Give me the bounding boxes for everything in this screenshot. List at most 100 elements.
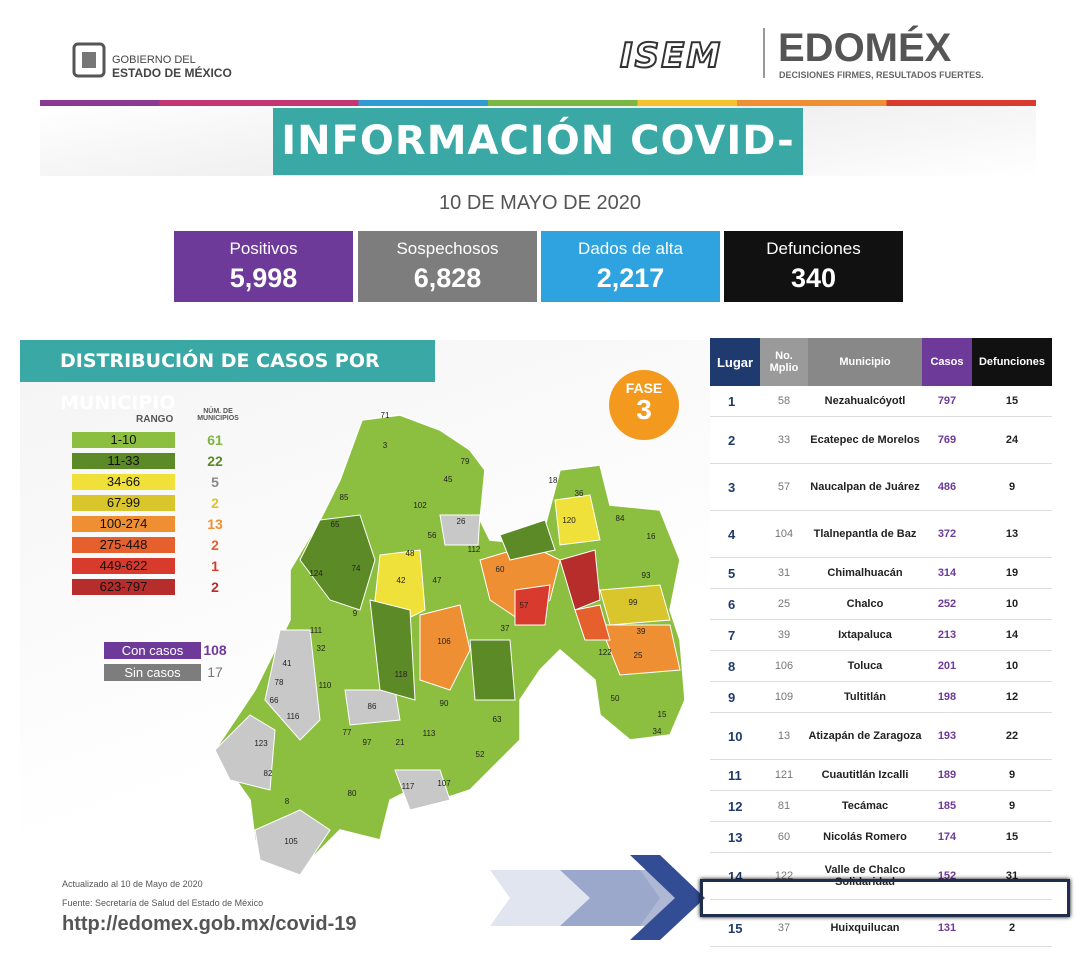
municipality-number: 26 bbox=[457, 517, 466, 526]
stat-value: 5,998 bbox=[229, 263, 298, 293]
range-header: RANGO bbox=[136, 414, 174, 425]
range-label: 67-99 bbox=[72, 495, 175, 511]
table-row: 7 39 Ixtapaluca 213 14 bbox=[710, 620, 1052, 651]
municipality-number: 39 bbox=[637, 627, 646, 636]
table-cell: 39 bbox=[777, 629, 791, 641]
table-cell: 104 bbox=[774, 528, 794, 540]
municipality-number: 74 bbox=[352, 564, 361, 573]
stat-label: Dados de alta bbox=[578, 239, 683, 258]
table-cell: 14 bbox=[1005, 629, 1019, 641]
stat-box: Positivos 5,998 bbox=[174, 231, 353, 302]
range-label: 11-33 bbox=[72, 453, 175, 469]
table-cell: 13 bbox=[728, 829, 743, 845]
municipality-number: 84 bbox=[616, 514, 625, 523]
municipality-number: 86 bbox=[368, 702, 377, 711]
phase-badge: FASE 3 bbox=[609, 370, 679, 440]
municipality-number: 117 bbox=[402, 782, 415, 791]
color-bar bbox=[40, 100, 1036, 106]
map-region bbox=[344, 689, 401, 726]
municipality-number: 60 bbox=[496, 565, 505, 574]
table-cell: 4 bbox=[728, 526, 736, 542]
municipality-number: 85 bbox=[340, 493, 349, 502]
table-cell: Tecámac bbox=[841, 800, 889, 812]
table-cell: 109 bbox=[774, 691, 794, 703]
highlight-box bbox=[700, 879, 1070, 917]
table-cell: Nicolás Romero bbox=[823, 831, 907, 843]
isem-logo: ISEM bbox=[619, 35, 723, 77]
table-cell: 31 bbox=[777, 567, 791, 579]
table-row: 10 13 Atizapán de Zaragoza 193 22 bbox=[710, 713, 1052, 760]
table-cell: 10 bbox=[728, 728, 743, 744]
table-cell: 81 bbox=[777, 800, 791, 812]
map-region bbox=[264, 629, 321, 741]
municipality-number: 15 bbox=[658, 710, 667, 719]
table-cell: 13 bbox=[1005, 528, 1019, 540]
table-cell: Atizapán de Zaragoza bbox=[808, 730, 922, 742]
table-cell: 213 bbox=[937, 629, 957, 641]
title: INFORMACIÓN COVID-19 bbox=[273, 108, 803, 231]
range-label: 623-797 bbox=[72, 579, 175, 595]
municipality-number: 118 bbox=[395, 670, 408, 679]
map-title: DISTRIBUCIÓN DE CASOS POR MUNICIPIO bbox=[20, 340, 435, 414]
table-cell: 10 bbox=[1005, 598, 1019, 610]
cases-table: Lugar No. Mplio Municipio Casos Defunciones 1… bbox=[710, 338, 1052, 947]
range-label: 275-448 bbox=[72, 537, 175, 553]
url[interactable]: http://edomex.gob.mx/covid-19 bbox=[62, 913, 357, 935]
municipality-number: 8 bbox=[285, 797, 290, 806]
state: ESTADO DE MÉXICO bbox=[112, 66, 232, 80]
municipality-number: 97 bbox=[363, 738, 372, 747]
table-cell: Naucalpan de Juárez bbox=[810, 481, 920, 493]
table-cell: 9 bbox=[1008, 481, 1016, 493]
table-cell: 3 bbox=[728, 479, 736, 495]
table-row: 9 109 Tultitlán 198 12 bbox=[710, 682, 1052, 713]
municipality-number: 106 bbox=[437, 637, 451, 646]
stat-label: Positivos bbox=[229, 239, 298, 258]
column-header: Municipio bbox=[808, 338, 922, 386]
table-row: 12 81 Tecámac 185 9 bbox=[710, 791, 1052, 822]
table-cell: 314 bbox=[937, 567, 957, 579]
municipality-number: 124 bbox=[309, 569, 323, 578]
municipality-number: 37 bbox=[501, 624, 510, 633]
table-cell: 57 bbox=[777, 481, 791, 493]
table-cell: Tultitlán bbox=[844, 691, 886, 703]
table-cell: Ecatepec de Morelos bbox=[810, 434, 920, 446]
stat-box: Dados de alta 2,217 bbox=[541, 231, 720, 302]
with-cases-count: 108 bbox=[203, 642, 227, 658]
municipality-number: 32 bbox=[317, 644, 326, 653]
municipality-number: 48 bbox=[406, 549, 415, 558]
municipality-number: 122 bbox=[598, 648, 612, 657]
table-cell: Toluca bbox=[847, 660, 883, 672]
municipality-number: 47 bbox=[433, 576, 442, 585]
table-cell: 24 bbox=[1005, 434, 1019, 446]
municipality-number: 36 bbox=[575, 489, 584, 498]
municipality-number: 111 bbox=[310, 626, 323, 635]
table-cell: 10 bbox=[1005, 660, 1019, 672]
municipality-number: 25 bbox=[634, 651, 643, 660]
municipality-number: 71 bbox=[381, 411, 390, 420]
map-region bbox=[469, 639, 516, 701]
range-count: 2 bbox=[211, 579, 219, 595]
table-cell: Cuautitlán Izcalli bbox=[821, 769, 909, 781]
table-cell: 372 bbox=[937, 528, 957, 540]
table-cell: 12 bbox=[728, 798, 743, 814]
column-header: Defunciones bbox=[972, 338, 1052, 386]
table-cell: 25 bbox=[777, 598, 791, 610]
municipality-number: 77 bbox=[343, 728, 352, 737]
municipality-number: 120 bbox=[562, 516, 576, 525]
table-row: 13 60 Nicolás Romero 174 15 bbox=[710, 822, 1052, 853]
range-count: 2 bbox=[211, 537, 219, 553]
map-region bbox=[514, 584, 551, 626]
government: GOBIERNO DEL bbox=[112, 54, 196, 66]
table-row: 1 58 Nezahualcóyotl 797 15 bbox=[710, 386, 1052, 417]
municipality-number: 45 bbox=[444, 475, 453, 484]
municipality-number: 56 bbox=[428, 531, 437, 540]
table-cell: 58 bbox=[777, 395, 791, 407]
range-count: 22 bbox=[207, 453, 223, 469]
table-cell: 60 bbox=[777, 831, 791, 843]
table-cell: 2 bbox=[1008, 922, 1016, 934]
map-region bbox=[394, 769, 451, 811]
table-cell: 9 bbox=[1008, 800, 1016, 812]
municipality-number: 42 bbox=[397, 576, 406, 585]
table-cell: 9 bbox=[728, 689, 736, 705]
